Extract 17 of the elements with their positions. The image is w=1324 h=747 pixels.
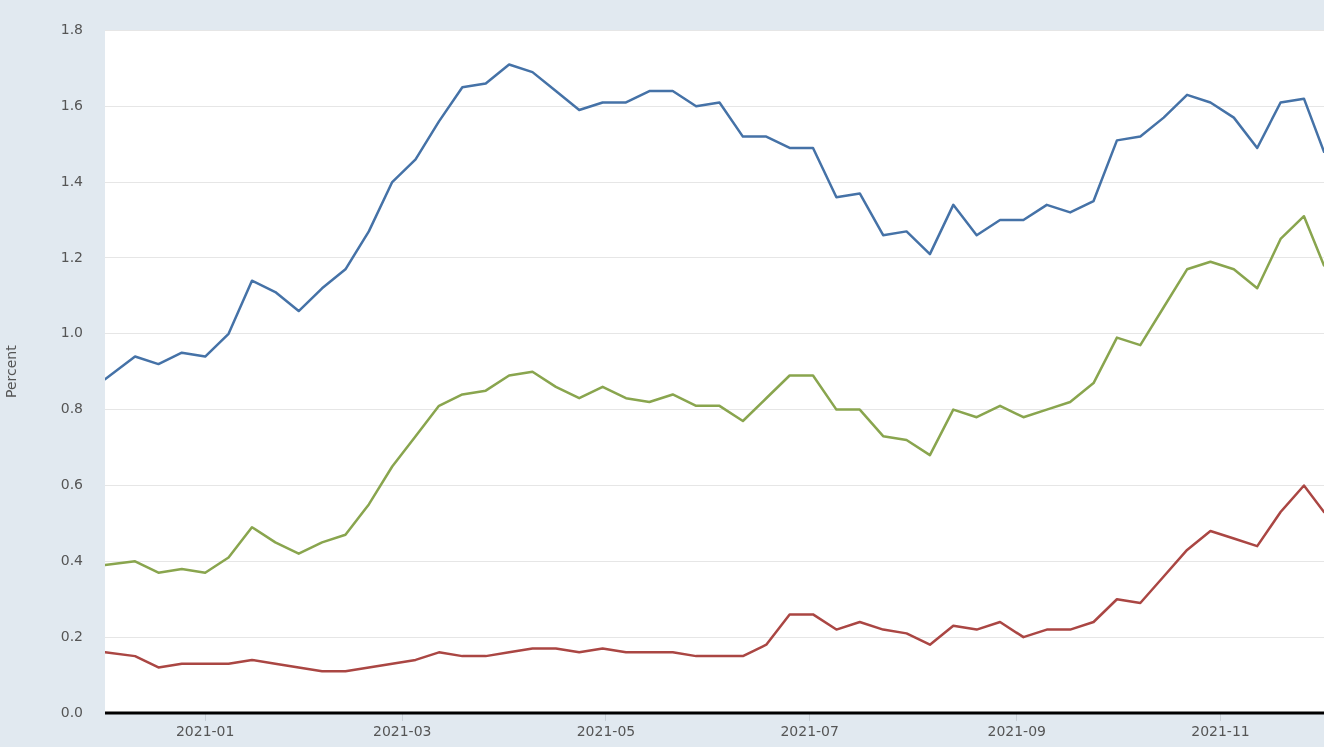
y-tick-label: 0.8: [60, 400, 83, 417]
y-tick-label: 0.0: [60, 703, 83, 720]
x-tick-label: 2021-07: [780, 723, 839, 740]
y-axis-title: Percent: [3, 344, 20, 399]
x-tick-label: 2021-05: [576, 723, 636, 740]
y-tick-label: 0.6: [60, 476, 84, 493]
x-tick-label: 2021-09: [987, 723, 1046, 740]
y-tick-label: 1.0: [60, 324, 83, 341]
y-tick-label: 1.6: [60, 96, 84, 113]
y-tick-label: 1.4: [60, 172, 84, 189]
y-tick-label: 1.2: [60, 248, 83, 265]
x-tick-label: 2021-03: [372, 723, 432, 740]
y-tick-label: 1.8: [60, 21, 83, 38]
x-tick-label: 2021-11: [1191, 723, 1250, 740]
y-tick-label: 0.4: [60, 551, 84, 568]
x-tick-label: 2021-01: [175, 723, 235, 740]
y-tick-label: 0.2: [60, 627, 83, 644]
